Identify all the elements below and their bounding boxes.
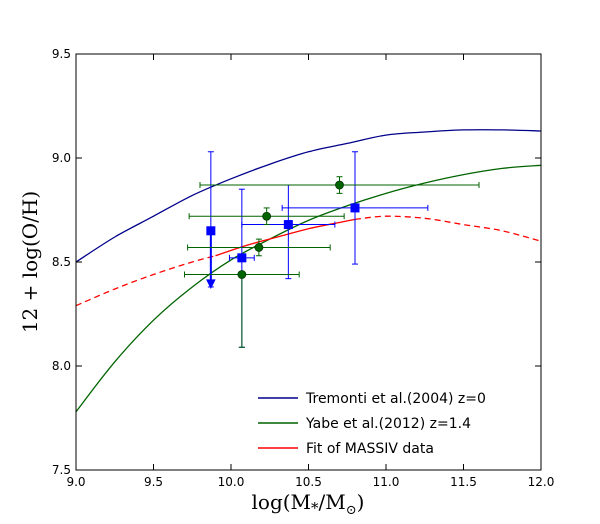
y-axis-label: 12 + log(O/H) (18, 191, 42, 333)
data-point-massiv (237, 253, 247, 263)
legend-label-fit-of-massiv-data: Fit of MASSIV data (306, 441, 434, 457)
legend-label-yabe-et-al-2012-z-1-4: Yabe et al.(2012) z=1.4 (305, 416, 471, 432)
x-axis-label: log(M*/M⊙) (252, 490, 365, 518)
curve-fit-of-massiv-data-seg-0 (76, 255, 216, 307)
x-tick-label: 12.0 (528, 475, 555, 489)
curves-layer (76, 129, 541, 413)
curve-tremonti-et-al-2004-z-0 (76, 129, 541, 263)
x-tick-label: 9.5 (144, 475, 163, 489)
x-tick-label: 10.0 (218, 475, 245, 489)
data-point-massiv (350, 203, 360, 213)
ticks-layer: 9.0 9.5 10.0 10.5 11.0 11.5 12.0 7.5 8.0 8.5 9.0 9.… (52, 47, 554, 489)
legend: Tremonti et al.(2004) z=0 Yabe et al.(201… (258, 391, 486, 457)
errorbar-2 (241, 184, 336, 280)
x-tick-label: 11.0 (373, 475, 400, 489)
legend-label-tremonti-et-al-2004-z-0: Tremonti et al.(2004) z=0 (305, 391, 486, 407)
markers-layer (206, 180, 360, 279)
y-tick-label: 8.5 (52, 255, 71, 269)
y-tick-label: 7.5 (52, 463, 71, 477)
x-tick-label: 10.5 (295, 475, 322, 489)
data-point-yabe (335, 180, 344, 190)
data-point-yabe (262, 211, 272, 221)
x-tick-label: 9.0 (66, 475, 85, 489)
data-point-massiv (283, 220, 293, 230)
errorbar-0 (206, 151, 216, 289)
curve-yabe-et-al-2012-z-1-4 (76, 164, 541, 413)
curve-fit-of-massiv-data-seg-2 (354, 215, 541, 242)
data-point-yabe (237, 270, 247, 279)
data-point-yabe (254, 243, 264, 252)
errorbar-4 (184, 271, 300, 348)
y-tick-label: 8.0 (52, 359, 71, 373)
y-tick-label: 9.5 (52, 47, 71, 61)
y-tick-label: 9.0 (52, 151, 71, 165)
data-point-massiv (206, 226, 216, 236)
curve-fit-of-massiv-data-seg-1 (215, 218, 356, 257)
plot-frame (75, 53, 542, 471)
x-tick-label: 11.5 (450, 475, 477, 489)
